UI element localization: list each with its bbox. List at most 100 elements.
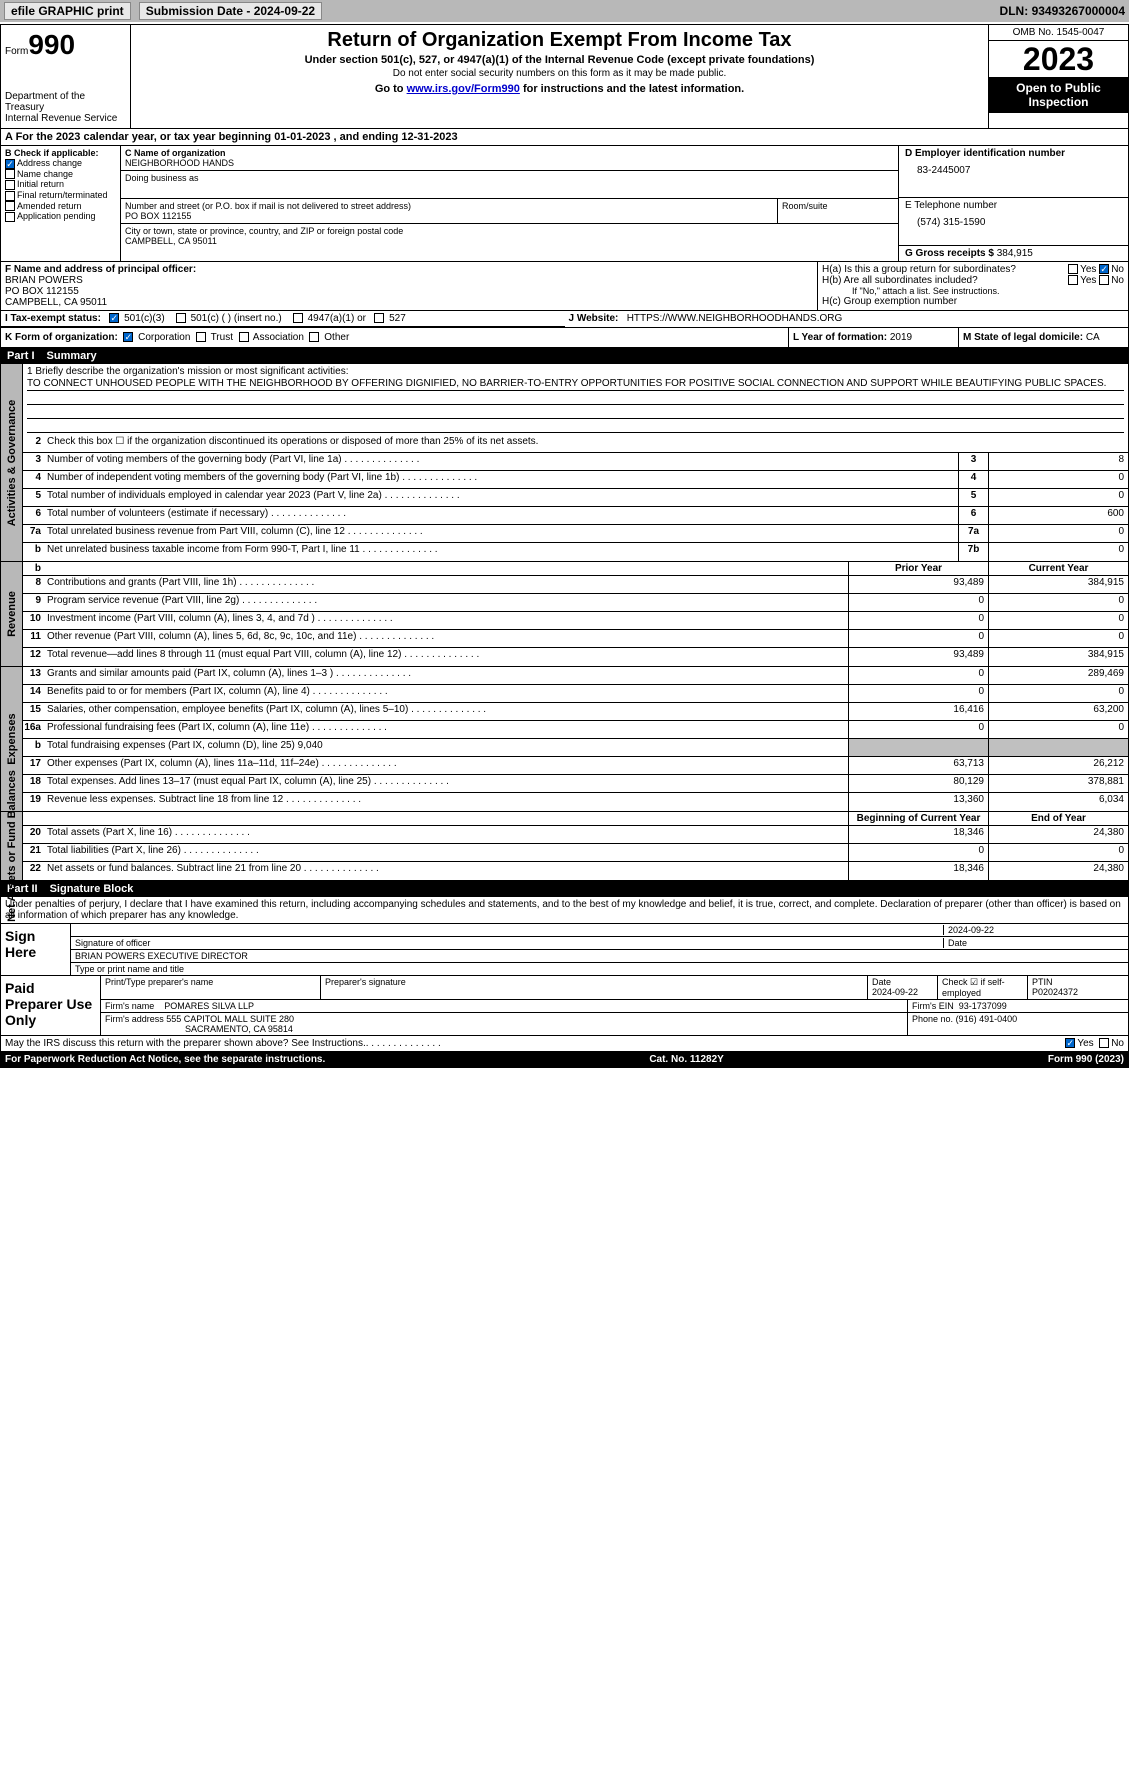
current-year-header: Current Year: [988, 562, 1128, 575]
assoc-checkbox[interactable]: [239, 332, 249, 342]
part2-header: Part II Signature Block: [1, 881, 1128, 897]
line-text: Number of voting members of the governin…: [45, 453, 958, 470]
prior-value: 16,416: [848, 703, 988, 720]
form-label: Form: [5, 46, 28, 57]
current-value: 378,881: [988, 775, 1128, 792]
officer-addr2: CAMPBELL, CA 95011: [5, 297, 813, 308]
line-num: 3: [23, 453, 45, 470]
hb-no-checkbox[interactable]: [1099, 275, 1109, 285]
line-value: 0: [988, 471, 1128, 488]
firm-ein: 93-1737099: [959, 1001, 1007, 1011]
current-value: 289,469: [988, 667, 1128, 684]
irs-link[interactable]: www.irs.gov/Form990: [407, 83, 520, 95]
ptin-label: PTIN: [1032, 977, 1053, 987]
ha-label: H(a) Is this a group return for subordin…: [822, 264, 1124, 275]
officer-name: BRIAN POWERS: [5, 275, 813, 286]
prior-value: 0: [848, 721, 988, 738]
discuss-no-checkbox[interactable]: [1099, 1038, 1109, 1048]
line-text: Total assets (Part X, line 16): [45, 826, 848, 843]
line-num: 16a: [23, 721, 45, 738]
trust-checkbox[interactable]: [196, 332, 206, 342]
line-num: b: [23, 543, 45, 561]
hb-note: If "No," attach a list. See instructions…: [822, 286, 1124, 296]
ein-label: D Employer identification number: [905, 148, 1122, 159]
firm-ein-label: Firm's EIN: [912, 1001, 954, 1011]
year-formation-label: L Year of formation:: [793, 332, 887, 343]
line-num: 14: [23, 685, 45, 702]
line-num: 6: [23, 507, 45, 524]
org-name: NEIGHBORHOOD HANDS: [125, 158, 894, 168]
penalties-text: Under penalties of perjury, I declare th…: [1, 897, 1128, 924]
current-value: 6,034: [988, 793, 1128, 811]
prior-value: 0: [848, 685, 988, 702]
501c3-checkbox[interactable]: [109, 313, 119, 323]
ha-yes-checkbox[interactable]: [1068, 264, 1078, 274]
line-text: Number of independent voting members of …: [45, 471, 958, 488]
room-suite-label: Room/suite: [778, 199, 898, 223]
current-value: 0: [988, 594, 1128, 611]
line-num: 11: [23, 630, 45, 647]
line-text: Benefits paid to or for members (Part IX…: [45, 685, 848, 702]
current-value: 384,915: [988, 648, 1128, 666]
current-value: 0: [988, 685, 1128, 702]
prior-year-header: Prior Year: [848, 562, 988, 575]
efile-button[interactable]: efile GRAPHIC print: [4, 2, 131, 20]
name-change-checkbox[interactable]: [5, 169, 15, 179]
527-checkbox[interactable]: [374, 313, 384, 323]
prior-value: 0: [848, 612, 988, 629]
rev-header-num: b: [23, 562, 45, 575]
line-num: 12: [23, 648, 45, 666]
other-checkbox[interactable]: [309, 332, 319, 342]
current-value: 0: [988, 721, 1128, 738]
line-box: 7a: [958, 525, 988, 542]
line-text: Total liabilities (Part X, line 26): [45, 844, 848, 861]
firm-addr1: 555 CAPITOL MALL SUITE 280: [166, 1014, 294, 1024]
501c-checkbox[interactable]: [176, 313, 186, 323]
line-text: Total fundraising expenses (Part IX, col…: [45, 739, 848, 756]
ha-no-checkbox[interactable]: [1099, 264, 1109, 274]
current-value: 384,915: [988, 576, 1128, 593]
grey-cell: [988, 739, 1128, 756]
submission-date: Submission Date - 2024-09-22: [139, 2, 322, 20]
hb-label: H(b) Are all subordinates included? Yes …: [822, 275, 1124, 286]
corp-checkbox[interactable]: [123, 332, 133, 342]
line-num: 19: [23, 793, 45, 811]
line-a: A For the 2023 calendar year, or tax yea…: [1, 129, 1128, 146]
tax-exempt-label: I Tax-exempt status:: [5, 313, 101, 324]
form-header: Form990 Department of the Treasury Inter…: [1, 25, 1128, 129]
mission-label: 1 Briefly describe the organization's mi…: [27, 366, 1124, 377]
line-text: Total revenue—add lines 8 through 11 (mu…: [45, 648, 848, 666]
discuss-yes-checkbox[interactable]: [1065, 1038, 1075, 1048]
dln: DLN: 93493267000004: [1000, 4, 1125, 18]
line-num: 7a: [23, 525, 45, 542]
line-text: Net unrelated business taxable income fr…: [45, 543, 958, 561]
prior-value: 0: [848, 630, 988, 647]
current-value: 24,380: [988, 826, 1128, 843]
initial-return-checkbox[interactable]: [5, 180, 15, 190]
final-return-checkbox[interactable]: [5, 191, 15, 201]
firm-phone: (916) 491-0400: [956, 1014, 1018, 1024]
prior-value: 0: [848, 594, 988, 611]
current-value: 63,200: [988, 703, 1128, 720]
website-url: HTTPS://WWW.NEIGHBORHOODHANDS.ORG: [627, 313, 843, 324]
line-num: 22: [23, 862, 45, 880]
amended-return-checkbox[interactable]: [5, 201, 15, 211]
omb-number: OMB No. 1545-0047: [989, 25, 1128, 41]
current-value: 24,380: [988, 862, 1128, 880]
expenses-tab: Expenses: [6, 713, 18, 764]
address-change-checkbox[interactable]: [5, 159, 15, 169]
4947-checkbox[interactable]: [293, 313, 303, 323]
street-label: Number and street (or P.O. box if mail i…: [125, 201, 773, 211]
dba-label: Doing business as: [125, 173, 894, 183]
city: CAMPBELL, CA 95011: [125, 236, 894, 246]
line-num: 9: [23, 594, 45, 611]
application-pending-checkbox[interactable]: [5, 212, 15, 222]
line-text: Check this box ☐ if the organization dis…: [45, 435, 1128, 452]
prior-value: 13,360: [848, 793, 988, 811]
line-value: 8: [988, 453, 1128, 470]
hb-yes-checkbox[interactable]: [1068, 275, 1078, 285]
ptin: P02024372: [1032, 987, 1078, 997]
sign-date: 2024-09-22: [944, 925, 1124, 935]
line-text: Program service revenue (Part VIII, line…: [45, 594, 848, 611]
begin-year-header: Beginning of Current Year: [848, 812, 988, 825]
